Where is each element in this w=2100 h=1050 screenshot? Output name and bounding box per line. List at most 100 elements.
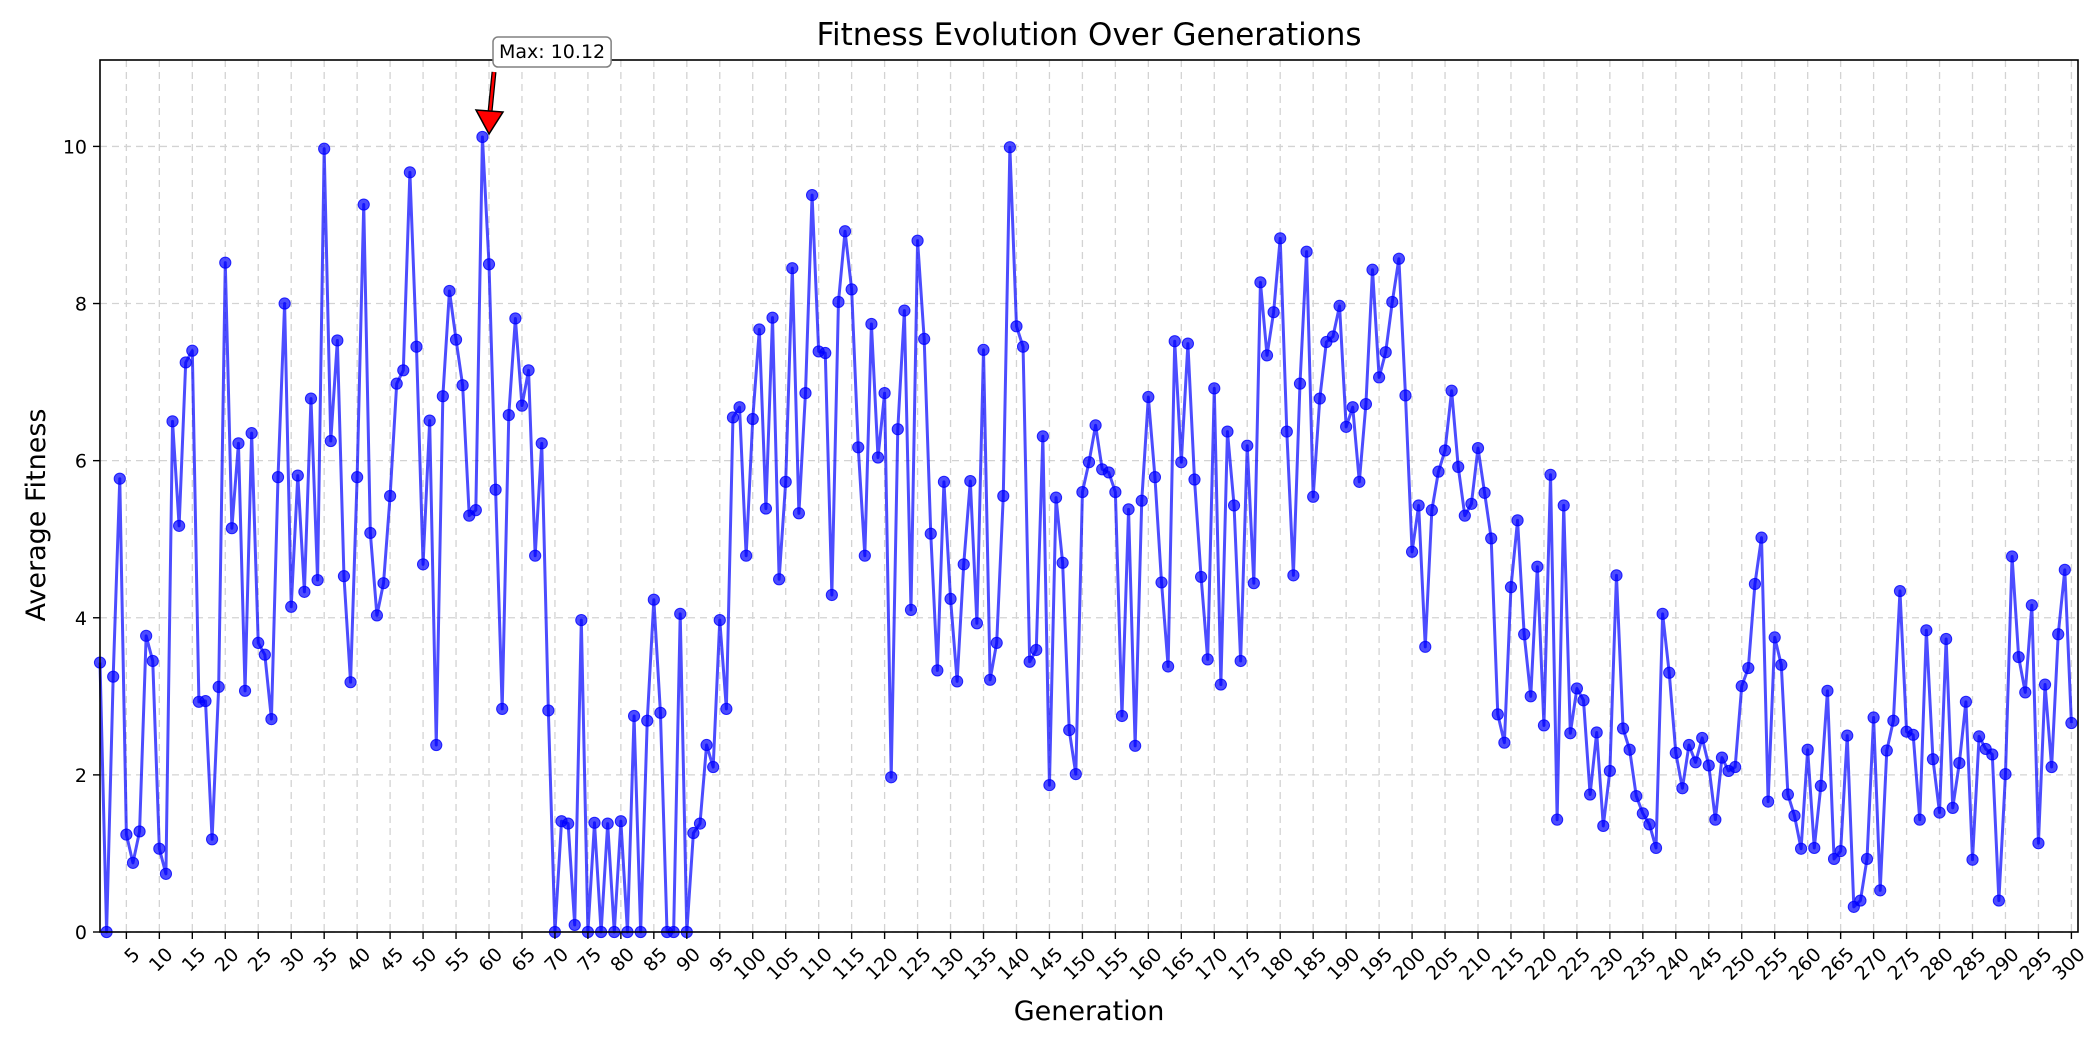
data-point xyxy=(1432,465,1445,478)
data-point xyxy=(1056,556,1069,569)
data-point xyxy=(225,522,238,535)
x-tick-label: 110 xyxy=(796,944,837,985)
data-point xyxy=(1669,746,1682,759)
data-point xyxy=(1392,252,1405,265)
data-point xyxy=(1696,731,1709,745)
data-point xyxy=(1623,743,1636,756)
x-tick-label: 120 xyxy=(862,944,903,985)
data-point xyxy=(1913,813,1926,826)
data-point xyxy=(1063,724,1076,737)
data-point xyxy=(1194,570,1208,584)
data-point xyxy=(2065,716,2078,730)
data-point xyxy=(1109,485,1122,499)
data-point xyxy=(1188,473,1201,486)
x-tick-label: 125 xyxy=(895,944,936,985)
x-tick-label: 100 xyxy=(730,944,771,985)
data-point xyxy=(1775,658,1788,672)
data-point xyxy=(614,815,627,828)
data-point xyxy=(740,549,753,562)
grid-layer xyxy=(100,60,2078,933)
x-tick-label: 155 xyxy=(1092,944,1133,985)
data-point xyxy=(1762,795,1775,808)
data-point xyxy=(370,609,384,622)
x-tick-label: 185 xyxy=(1290,944,1331,985)
data-point xyxy=(1715,751,1729,764)
data-point xyxy=(944,592,957,606)
data-point xyxy=(1610,569,1623,582)
data-point xyxy=(898,304,911,317)
data-point xyxy=(1280,425,1293,438)
data-point xyxy=(1221,425,1234,438)
data-point xyxy=(1887,714,1900,727)
data-point xyxy=(1419,640,1432,653)
data-point xyxy=(285,600,298,613)
data-point xyxy=(1412,499,1425,512)
x-tick-label: 245 xyxy=(1686,944,1727,985)
data-point xyxy=(746,412,759,426)
data-point xyxy=(212,680,225,693)
x-tick-label: 50 xyxy=(409,944,442,977)
data-point xyxy=(449,333,463,346)
data-point xyxy=(146,654,159,668)
x-tick-label: 25 xyxy=(244,944,277,977)
data-point xyxy=(1201,653,1214,666)
data-point xyxy=(1115,709,1129,723)
data-point xyxy=(219,256,232,269)
plot-frame xyxy=(99,59,2079,933)
data-point xyxy=(865,317,878,331)
data-point xyxy=(1049,491,1063,504)
data-point xyxy=(1735,680,1748,693)
data-point xyxy=(871,451,885,464)
data-point xyxy=(1827,852,1841,866)
data-point xyxy=(931,664,944,677)
data-point xyxy=(997,489,1010,503)
data-point xyxy=(1577,694,1590,707)
y-tick-label: 6 xyxy=(75,451,87,473)
data-point xyxy=(1544,468,1557,481)
data-point xyxy=(337,570,351,583)
data-point xyxy=(1702,759,1715,772)
data-point xyxy=(403,166,416,179)
data-point xyxy=(1386,295,1399,309)
data-point xyxy=(1801,743,1814,756)
data-point xyxy=(1590,726,1603,739)
data-point xyxy=(1353,475,1366,488)
data-point xyxy=(469,504,482,517)
x-tick-label: 200 xyxy=(1389,944,1430,985)
data-point xyxy=(1102,466,1115,479)
data-point xyxy=(1399,389,1412,402)
x-tick-label: 175 xyxy=(1224,944,1265,985)
x-axis: 5 10 15 20 25 30 35 40 45 50 55 60 65 70 75 80 85 90 95100… xyxy=(120,932,2090,985)
data-point xyxy=(1373,371,1386,384)
x-tick-label: 210 xyxy=(1455,944,1496,985)
x-tick-label: 295 xyxy=(2015,944,2056,985)
data-point xyxy=(1518,628,1531,641)
x-tick-label: 160 xyxy=(1125,944,1166,985)
data-point xyxy=(674,607,687,620)
data-point xyxy=(1940,632,1953,646)
data-point xyxy=(951,675,964,688)
data-point xyxy=(1300,245,1313,258)
data-point xyxy=(515,399,529,412)
data-point xyxy=(113,472,126,485)
x-tick-label: 215 xyxy=(1488,944,1529,985)
data-point xyxy=(1267,306,1280,319)
data-point xyxy=(2005,550,2019,563)
data-point xyxy=(1748,577,1762,591)
data-point xyxy=(238,684,252,697)
data-point xyxy=(1254,276,1267,289)
data-point xyxy=(1616,722,1630,735)
data-point xyxy=(265,713,278,726)
data-point xyxy=(1425,504,1438,517)
data-point xyxy=(1313,392,1326,405)
data-point xyxy=(1241,439,1254,452)
data-point xyxy=(2045,760,2058,774)
x-tick-label: 260 xyxy=(1785,944,1826,985)
data-point xyxy=(535,437,548,450)
x-tick-label: 40 xyxy=(343,944,376,977)
x-tick-label: 220 xyxy=(1521,944,1562,985)
data-point xyxy=(1557,499,1570,512)
data-point xyxy=(120,828,133,841)
data-point xyxy=(179,356,192,369)
data-point xyxy=(1142,390,1155,404)
